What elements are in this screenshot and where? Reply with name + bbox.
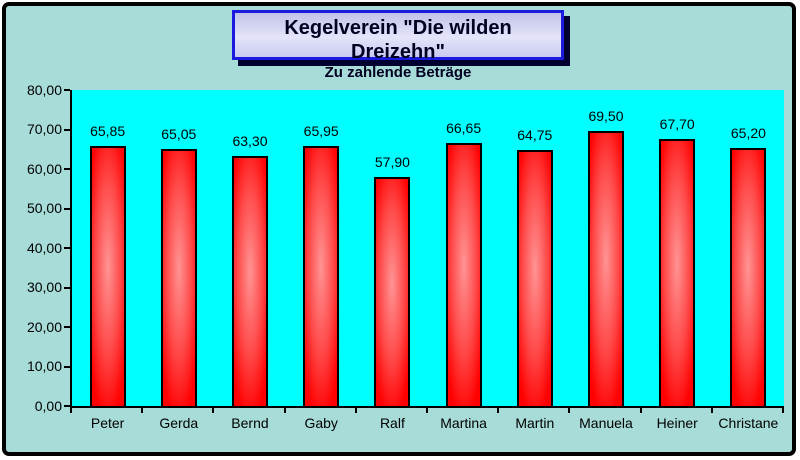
bar-value-label: 63,30 [232,132,268,149]
y-tick-label: 40,00 [26,239,62,256]
x-tick-mark [70,408,72,413]
category-cell: 67,70 [642,90,713,406]
bar-value-label: 65,20 [730,125,766,142]
y-tick-mark [64,286,70,289]
bar [303,145,340,406]
x-tick-mark [568,408,571,413]
chart-subtitle: Zu zahlende Beträge [324,64,472,81]
bar [659,138,696,406]
y-tick-label: 10,00 [26,358,62,374]
bars-container: 65,85 65,05 63,30 65,95 57,90 66,65 64,75 69,50… [72,90,784,406]
bar [516,150,553,406]
bar-value-label: 64,75 [517,127,553,144]
bar [89,145,126,406]
plot-area: 65,85 65,05 63,30 65,95 57,90 66,65 64,75 69,50… [70,90,784,408]
y-tick-mark [64,207,70,210]
y-tick-mark [64,168,70,170]
bar-value-label: 69,50 [588,108,624,125]
x-tick-mark [710,408,713,413]
bar-value-label: 65,95 [303,122,339,139]
category-cell: 65,05 [143,90,214,406]
x-tick-mark [141,408,144,413]
y-tick-label: 20,00 [26,318,62,335]
category-cell: 65,20 [713,90,784,406]
bar [374,177,411,406]
x-tick-mark [212,408,215,413]
y-tick-mark [64,405,70,407]
bar [730,148,767,406]
bar-value-label: 66,65 [446,119,482,136]
category-cell: 66,65 [428,90,499,406]
category-cell: 65,95 [286,90,357,406]
y-tick-label: 60,00 [26,160,62,177]
category-label: Bernd [231,415,269,431]
bar [587,131,624,406]
x-tick-mark [354,408,357,413]
category-label: Martin [515,415,555,431]
y-tick-mark [64,247,70,249]
bar-value-label: 65,05 [161,126,197,143]
bar-value-label: 67,70 [659,115,695,132]
y-tick-label: 50,00 [26,200,62,216]
category-cell: 64,75 [499,90,570,406]
x-tick-mark [283,408,286,413]
bar-value-label: 57,90 [374,154,410,171]
category-cell: 63,30 [214,90,285,406]
y-tick-label: 80,00 [26,81,62,98]
category-cell: 57,90 [357,90,428,406]
chart-window: Kegelverein "Die wilden Dreizehn" Zu zah… [2,2,796,456]
y-tick-label: 70,00 [26,121,62,137]
bar [445,142,482,406]
x-tick-mark [782,408,784,413]
bar-value-label: 65,85 [90,122,126,139]
x-tick-mark [497,408,500,413]
category-label: Martina [440,415,487,431]
category-axis-labels: Peter Gerda Bernd Gaby Ralf Martina Martin Manu… [72,415,784,435]
y-tick-mark [64,326,70,328]
chart-title: Kegelverein "Die wilden Dreizehn" [284,17,512,63]
category-label: Heiner [656,415,698,431]
y-tick-mark [64,89,70,91]
x-tick-mark [639,408,642,413]
category-label: Ralf [379,415,405,431]
y-tick-mark [64,365,70,368]
category-cell: 65,85 [72,90,143,406]
y-tick-label: 30,00 [26,279,62,295]
bar [231,155,268,406]
y-tick-label: 0,00 [34,397,62,414]
y-tick-mark [64,128,70,131]
category-label: Christane [718,415,779,431]
category-label: Gerda [159,415,199,431]
category-cell: 69,50 [570,90,641,406]
category-label: Peter [90,415,125,431]
bar [160,149,197,406]
x-tick-mark [426,408,428,413]
category-label: Gaby [304,415,338,431]
category-label: Manuela [579,415,633,431]
chart-title-box: Kegelverein "Die wilden Dreizehn" Zu zah… [232,10,564,81]
